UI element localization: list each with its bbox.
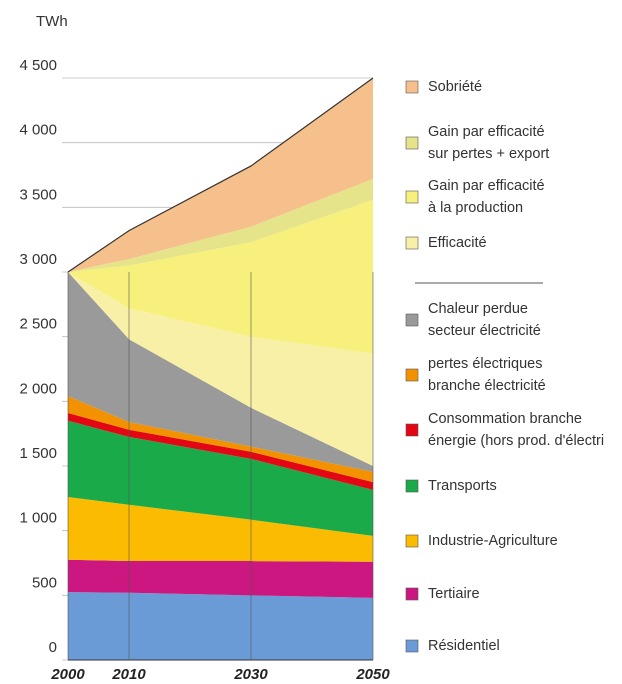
area — [68, 497, 373, 562]
y-tick-label: 4 500 — [19, 57, 57, 74]
y-axis-label: TWh — [36, 13, 68, 30]
legend-swatch — [405, 479, 419, 493]
area — [68, 592, 373, 660]
x-tick-label: 2030 — [233, 666, 268, 683]
legend-swatch — [405, 236, 419, 250]
legend-label: Sobriété — [428, 79, 483, 95]
x-tick-label: 2050 — [355, 666, 390, 683]
y-tick-label: 0 — [49, 639, 57, 656]
legend-label: Consommation branche énergie (hors prod.… — [428, 411, 605, 449]
y-tick-label: 1 500 — [19, 445, 57, 462]
area — [68, 412, 373, 490]
legend-label: Gain par efficacité à la production — [428, 178, 545, 216]
legend-label: Tertiaire — [428, 586, 480, 602]
legend-swatch — [405, 368, 419, 382]
area — [68, 559, 373, 598]
legend-label: Transports — [428, 478, 497, 494]
y-tick-label: 500 — [32, 574, 57, 591]
y-tick-label: 2 500 — [19, 316, 57, 333]
legend-label: Industrie-Agriculture — [428, 533, 558, 549]
legend-label: Chaleur perdue secteur électricité — [428, 301, 541, 339]
total-outline — [67, 77, 374, 273]
legend-swatch — [405, 639, 419, 653]
legend-swatch — [405, 190, 419, 204]
legend-swatch — [405, 136, 419, 150]
legend-swatch — [405, 313, 419, 327]
y-tick-label: 2 000 — [19, 380, 57, 397]
legend-swatch — [405, 587, 419, 601]
y-tick-label: 3 500 — [19, 186, 57, 203]
y-tick-label: 1 000 — [19, 510, 57, 527]
legend-label: Gain par efficacité sur pertes + export — [428, 124, 550, 162]
area — [68, 272, 373, 466]
area — [68, 272, 373, 472]
legend-label: Résidentiel — [428, 638, 500, 654]
legend-swatch — [405, 80, 419, 94]
area — [68, 396, 373, 483]
area — [68, 199, 373, 354]
legend-label: Efficacité — [428, 235, 487, 251]
area — [68, 78, 373, 272]
x-tick-label: 2010 — [111, 666, 146, 683]
legend-label: pertes électriques branche électricité — [428, 356, 546, 394]
legend-swatch — [405, 423, 419, 437]
legend-swatch — [405, 534, 419, 548]
y-tick-label: 4 000 — [19, 122, 57, 139]
x-tick-label: 2000 — [50, 666, 85, 683]
y-tick-label: 3 000 — [19, 251, 57, 268]
area — [68, 420, 373, 536]
